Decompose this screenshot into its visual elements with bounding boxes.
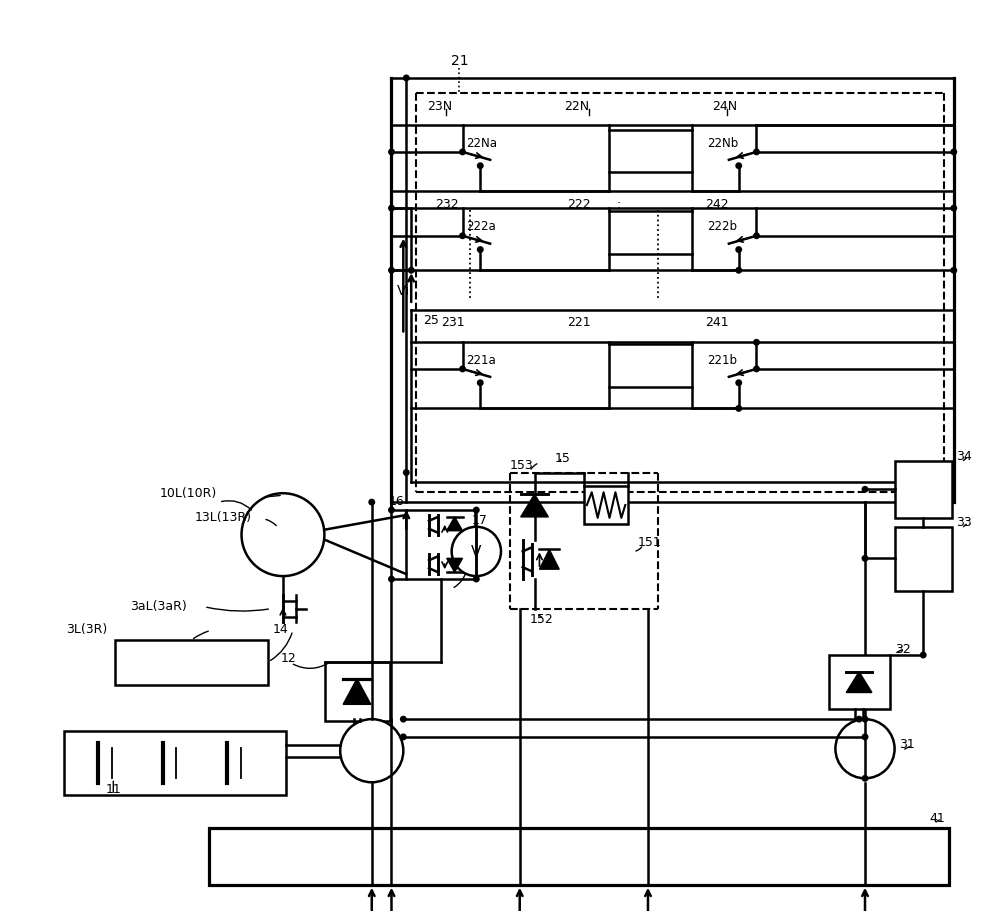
Circle shape (473, 576, 480, 583)
Circle shape (753, 233, 760, 240)
Text: 13L(13R): 13L(13R) (194, 511, 251, 524)
Polygon shape (447, 558, 463, 572)
Text: 31: 31 (900, 738, 915, 751)
Circle shape (403, 76, 410, 82)
Text: 17: 17 (471, 514, 487, 527)
Circle shape (862, 716, 868, 722)
Text: 22Na: 22Na (466, 137, 497, 149)
Text: 3aL(3aR): 3aL(3aR) (130, 599, 187, 612)
Bar (609, 212, 692, 254)
Text: 221: 221 (567, 316, 591, 329)
Circle shape (388, 149, 395, 156)
Text: 22Nb: 22Nb (707, 137, 738, 149)
Text: Vi: Vi (396, 283, 410, 298)
Text: 12: 12 (281, 651, 297, 665)
Text: 16: 16 (389, 494, 404, 507)
Circle shape (862, 486, 868, 493)
Text: 33: 33 (956, 516, 972, 528)
Text: 232: 232 (435, 198, 459, 210)
Circle shape (862, 556, 868, 562)
Circle shape (735, 380, 742, 387)
Bar (895, 461, 952, 518)
Bar (609, 131, 692, 172)
Text: 221b: 221b (707, 353, 737, 366)
Circle shape (403, 469, 410, 476)
Text: 41: 41 (929, 812, 945, 824)
Circle shape (400, 716, 407, 722)
Circle shape (459, 149, 466, 156)
Text: 14: 14 (273, 622, 289, 635)
Circle shape (459, 366, 466, 373)
Text: :: : (616, 198, 621, 210)
Circle shape (920, 652, 927, 659)
Text: 23N: 23N (427, 100, 452, 113)
Circle shape (835, 720, 895, 779)
Text: 151: 151 (638, 536, 662, 548)
Circle shape (477, 163, 484, 170)
Bar (325, 662, 390, 722)
Circle shape (862, 733, 868, 741)
Circle shape (753, 340, 760, 346)
Circle shape (753, 149, 760, 156)
Text: 25: 25 (423, 313, 439, 327)
Text: V: V (470, 545, 481, 559)
Circle shape (735, 247, 742, 254)
Text: 34: 34 (956, 450, 972, 463)
Circle shape (388, 576, 395, 583)
Circle shape (242, 494, 324, 577)
Text: 21: 21 (451, 54, 468, 68)
Text: 222b: 222b (707, 220, 737, 233)
Circle shape (388, 507, 395, 514)
Text: 222a: 222a (466, 220, 496, 233)
Circle shape (400, 733, 407, 741)
Text: 15: 15 (554, 452, 570, 465)
Text: 3L(3R): 3L(3R) (66, 622, 107, 635)
Circle shape (388, 268, 395, 274)
Bar (209, 828, 949, 885)
Circle shape (856, 716, 863, 722)
Text: 152: 152 (530, 612, 553, 625)
Text: 10L(10R): 10L(10R) (160, 486, 217, 499)
Circle shape (408, 268, 415, 274)
Polygon shape (343, 679, 371, 704)
Text: 22N: 22N (564, 100, 589, 113)
Circle shape (862, 775, 868, 782)
Circle shape (452, 527, 501, 577)
Bar (895, 527, 952, 591)
Circle shape (735, 268, 742, 274)
Polygon shape (521, 495, 548, 517)
Polygon shape (846, 672, 872, 692)
Circle shape (950, 268, 957, 274)
Circle shape (368, 499, 375, 506)
Bar (609, 345, 692, 387)
Circle shape (473, 507, 480, 514)
Circle shape (340, 720, 403, 783)
Circle shape (459, 233, 466, 240)
Polygon shape (539, 550, 559, 569)
Text: 221a: 221a (466, 353, 496, 366)
Bar (829, 655, 890, 710)
Circle shape (735, 405, 742, 413)
Circle shape (753, 366, 760, 373)
Circle shape (950, 149, 957, 156)
Circle shape (950, 206, 957, 212)
Text: 231: 231 (441, 316, 464, 329)
Bar (406, 510, 475, 579)
Circle shape (477, 247, 484, 254)
Circle shape (735, 163, 742, 170)
Text: 222: 222 (567, 198, 591, 210)
Text: 24N: 24N (712, 100, 737, 113)
Text: 11: 11 (105, 782, 121, 794)
Circle shape (388, 206, 395, 212)
Text: 153: 153 (510, 458, 534, 472)
Bar (584, 486, 628, 524)
Text: 242: 242 (705, 198, 729, 210)
Bar (115, 640, 268, 685)
Bar (64, 732, 286, 795)
Circle shape (477, 380, 484, 387)
Text: 241: 241 (705, 316, 729, 329)
Polygon shape (447, 517, 463, 531)
Text: 32: 32 (895, 642, 910, 655)
